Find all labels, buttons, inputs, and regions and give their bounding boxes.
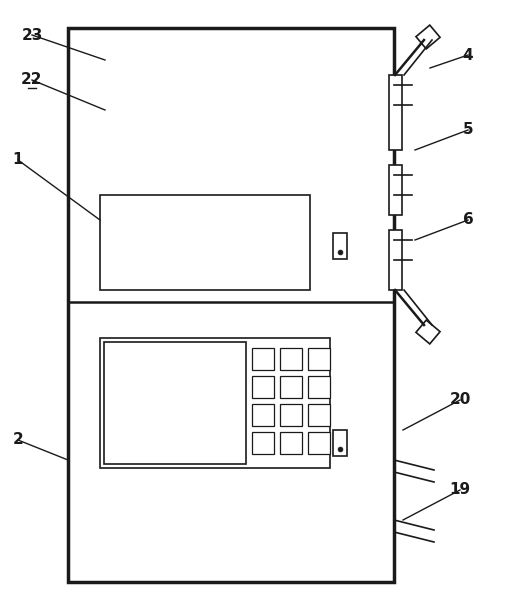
Bar	[389, 230, 401, 290]
Bar	[279, 348, 301, 370]
Bar	[279, 432, 301, 454]
Bar	[308, 376, 329, 398]
Text: 23: 23	[21, 28, 42, 43]
Text: 22: 22	[21, 72, 42, 87]
Text: 20: 20	[448, 393, 470, 408]
Text: 2: 2	[13, 432, 23, 447]
Bar	[100, 338, 329, 468]
Bar	[279, 404, 301, 426]
Bar	[389, 165, 401, 215]
Bar	[251, 404, 274, 426]
Bar	[332, 233, 346, 259]
Bar	[332, 430, 346, 456]
Text: 4: 4	[462, 48, 472, 63]
Text: 19: 19	[448, 482, 470, 497]
Bar	[415, 320, 439, 344]
Bar	[68, 28, 393, 582]
Text: 1: 1	[13, 152, 23, 167]
Bar	[279, 376, 301, 398]
Bar	[308, 348, 329, 370]
Bar	[389, 75, 401, 150]
Bar	[104, 342, 245, 464]
Bar	[251, 432, 274, 454]
Bar	[251, 348, 274, 370]
Bar	[100, 195, 310, 290]
Bar	[308, 404, 329, 426]
Bar	[308, 432, 329, 454]
Bar	[415, 25, 439, 49]
Text: 5: 5	[462, 122, 472, 137]
Text: 6: 6	[462, 213, 473, 228]
Bar	[251, 376, 274, 398]
